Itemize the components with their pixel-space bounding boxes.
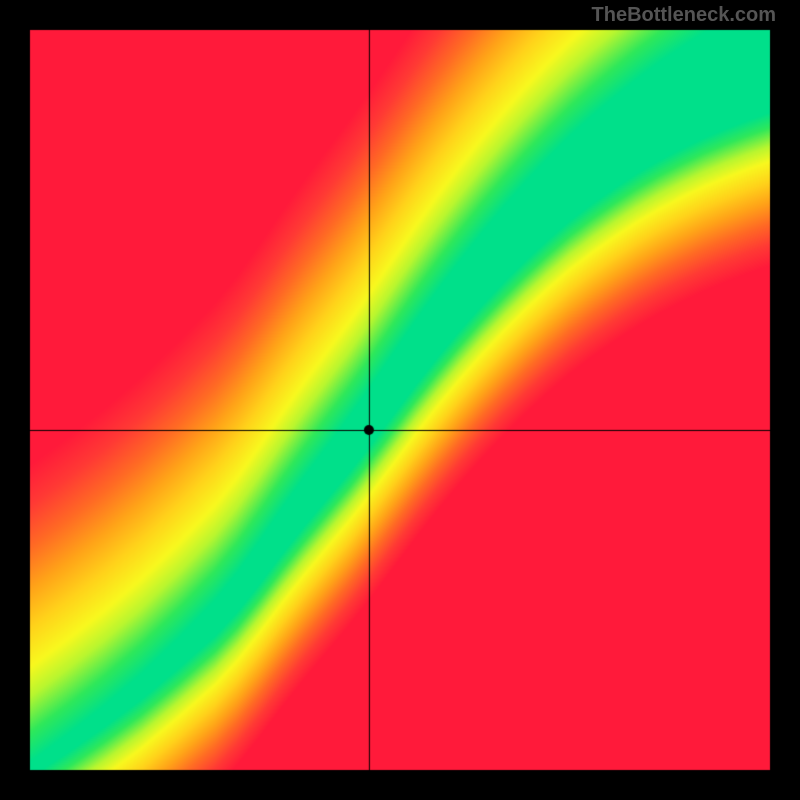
- watermark-text: TheBottleneck.com: [592, 4, 776, 27]
- heatmap-canvas: [0, 0, 800, 800]
